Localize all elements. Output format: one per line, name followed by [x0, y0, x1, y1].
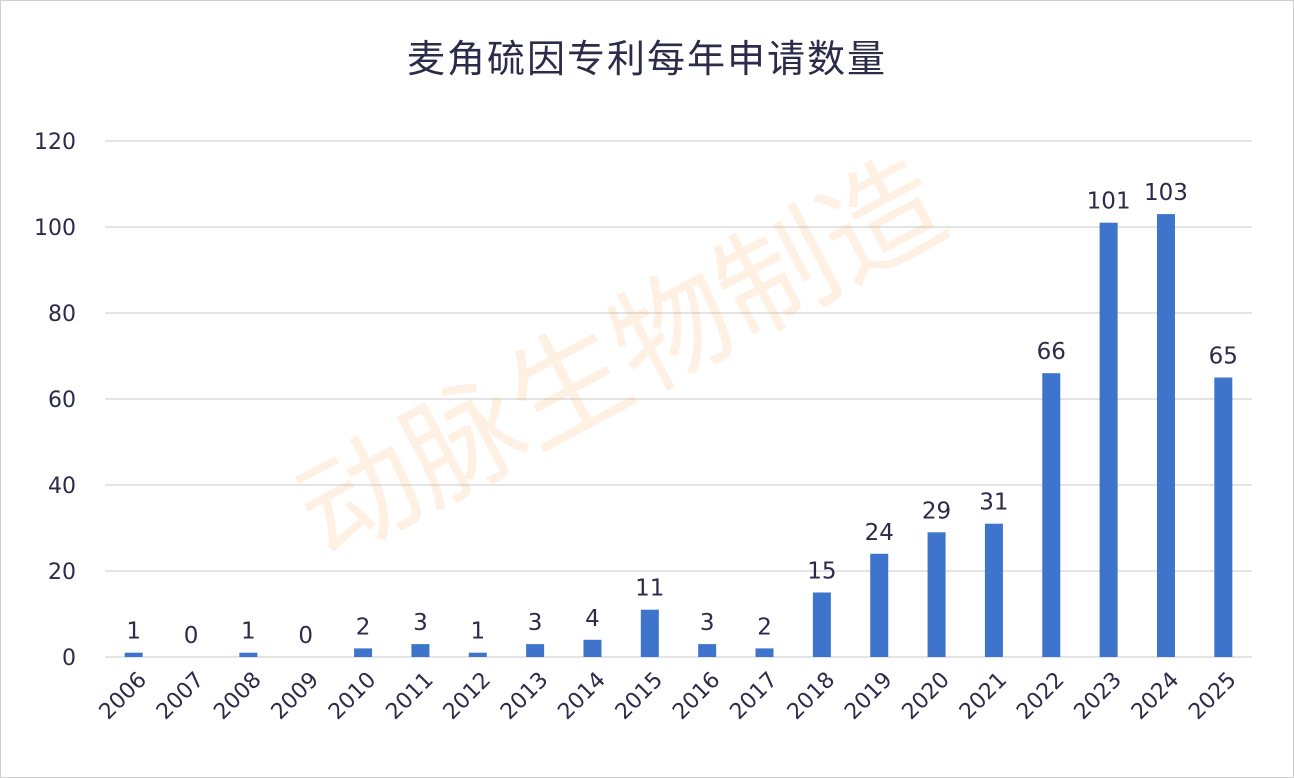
bar [927, 532, 946, 657]
y-tick-label: 60 [48, 388, 76, 413]
y-tick-label: 120 [34, 130, 76, 155]
bar [411, 644, 430, 657]
gridlines [105, 140, 1252, 658]
bar [583, 639, 602, 657]
data-label: 3 [528, 610, 543, 636]
data-label: 4 [585, 606, 600, 632]
x-tick-label: 2011 [381, 668, 438, 725]
x-tick-label: 2007 [152, 668, 209, 725]
data-label: 15 [807, 559, 836, 585]
bars [124, 214, 1233, 657]
bar [698, 644, 717, 657]
x-tick-label: 2019 [840, 668, 897, 725]
y-tick-label: 0 [62, 646, 76, 671]
data-label: 0 [298, 623, 313, 649]
bar [468, 652, 487, 657]
x-tick-label: 2016 [668, 668, 725, 725]
x-tick-label: 2012 [439, 668, 496, 725]
x-axis-ticks: 2006 2007 2008 2009 2010 2011 2012 2013 2014 2015… [95, 668, 1242, 725]
x-tick-label: 2025 [1184, 668, 1241, 725]
x-tick-label: 2023 [1070, 668, 1127, 725]
x-tick-label: 2009 [267, 668, 324, 725]
data-label: 1 [126, 619, 141, 645]
data-label: 1 [470, 619, 485, 645]
bar [1099, 222, 1118, 657]
data-label: 24 [865, 520, 894, 546]
bar [354, 648, 373, 657]
data-label: 31 [979, 490, 1008, 516]
x-tick-label: 2008 [209, 668, 266, 725]
x-tick-label: 2010 [324, 668, 381, 725]
data-label: 1 [241, 619, 256, 645]
x-tick-label: 2021 [955, 668, 1012, 725]
data-label: 3 [700, 610, 715, 636]
data-label: 65 [1209, 344, 1238, 370]
data-label: 2 [356, 614, 371, 640]
bar [526, 644, 545, 657]
bar [640, 609, 659, 657]
bar [1214, 377, 1233, 657]
data-label: 66 [1037, 339, 1066, 365]
bar [755, 648, 774, 657]
x-tick-label: 2020 [898, 668, 955, 725]
x-tick-label: 2022 [1012, 668, 1069, 725]
watermark: 动脉生物制造 [276, 132, 966, 586]
y-tick-label: 100 [34, 216, 76, 241]
x-tick-label: 2018 [783, 668, 840, 725]
y-tick-label: 40 [48, 474, 76, 499]
x-tick-label: 2014 [553, 668, 610, 725]
data-label: 3 [413, 610, 428, 636]
x-tick-label: 2024 [1127, 668, 1184, 725]
data-label: 11 [635, 576, 664, 602]
data-label: 29 [922, 498, 951, 524]
x-tick-label: 2013 [496, 668, 553, 725]
x-tick-label: 2015 [611, 668, 668, 725]
data-label: 0 [184, 623, 199, 649]
x-tick-label: 2017 [725, 668, 782, 725]
chart-title: 麦角硫因专利每年申请数量 [406, 37, 887, 81]
bar [812, 592, 831, 657]
bar [1042, 373, 1061, 657]
bar [870, 553, 889, 657]
bar [239, 652, 258, 657]
data-label: 103 [1144, 180, 1188, 206]
bar [124, 652, 143, 657]
y-tick-label: 80 [48, 302, 76, 327]
y-tick-label: 20 [48, 560, 76, 585]
bar [984, 523, 1003, 657]
data-label: 101 [1087, 189, 1131, 215]
x-tick-label: 2006 [95, 668, 152, 725]
data-label: 2 [757, 614, 772, 640]
y-axis-ticks: 0 20 40 60 80 100 120 [34, 130, 76, 671]
bar [1156, 214, 1175, 657]
